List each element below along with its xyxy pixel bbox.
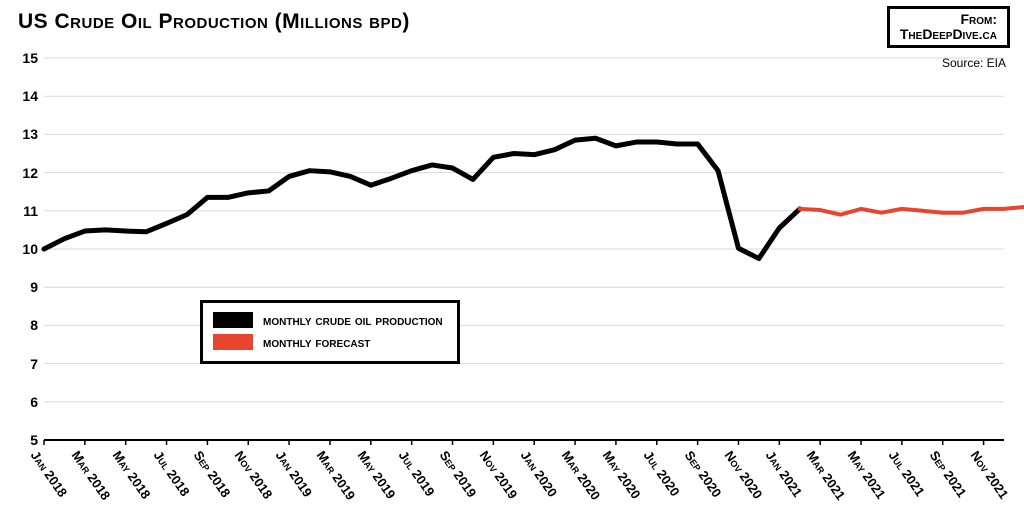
- legend-item: monthly crude oil production: [213, 309, 443, 331]
- y-tick-label: 5: [8, 432, 38, 448]
- y-tick-label: 15: [8, 50, 38, 66]
- legend-swatch: [213, 312, 253, 328]
- chart-container: US Crude Oil Production (Millions bpd) F…: [0, 0, 1024, 523]
- legend-swatch: [213, 334, 253, 350]
- y-tick-label: 7: [8, 356, 38, 372]
- series-line: [44, 138, 800, 258]
- legend-label: monthly forecast: [263, 334, 370, 350]
- y-tick-label: 12: [8, 165, 38, 181]
- legend: monthly crude oil production monthly fore…: [200, 300, 460, 364]
- y-tick-label: 11: [8, 203, 38, 219]
- y-tick-label: 6: [8, 394, 38, 410]
- y-tick-label: 8: [8, 317, 38, 333]
- chart-svg: [0, 0, 1024, 523]
- y-tick-label: 9: [8, 279, 38, 295]
- legend-item: monthly forecast: [213, 331, 443, 353]
- legend-label: monthly crude oil production: [263, 312, 443, 328]
- y-tick-label: 10: [8, 241, 38, 257]
- y-tick-label: 13: [8, 126, 38, 142]
- y-tick-label: 14: [8, 88, 38, 104]
